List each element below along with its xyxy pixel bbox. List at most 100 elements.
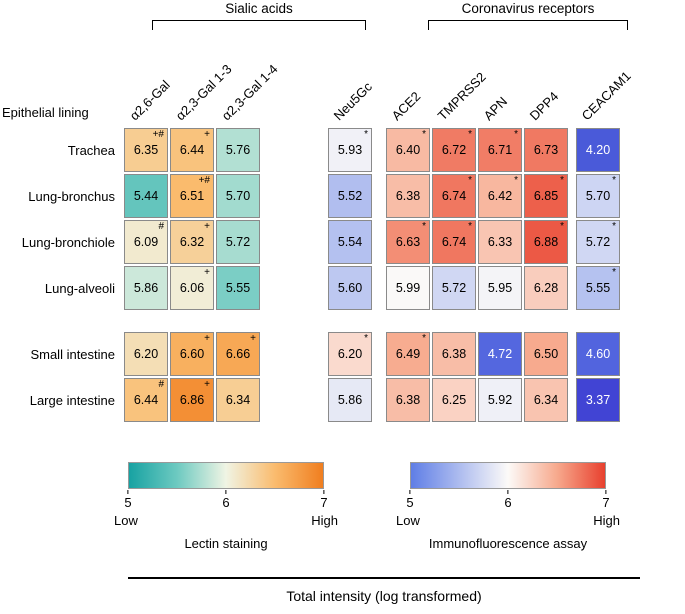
row-label: Lung-bronchus: [28, 188, 115, 204]
heatmap-cell: 5.93 *: [328, 128, 372, 172]
cell-value: 6.09: [133, 235, 159, 249]
cell-value: 6.28: [533, 281, 559, 295]
heatmap-cell: 6.33: [478, 220, 522, 264]
sialic-acids-bracket: [152, 20, 366, 30]
heatmap-cell: 5.72 *: [576, 220, 620, 264]
lectin-colorbar: [128, 462, 324, 489]
heatmap-cell: 6.66 +: [216, 332, 260, 376]
cell-value: 5.60: [337, 281, 363, 295]
cell-value: 4.72: [487, 347, 513, 361]
tick-label: 7: [320, 495, 328, 510]
heatmap-cell: 4.72: [478, 332, 522, 376]
cell-value: 6.86: [179, 393, 205, 407]
lectin-legend-title: Lectin staining: [184, 536, 268, 551]
significance-marker: *: [468, 221, 472, 232]
immunofluorescence-legend: 5 6 7 Low High Immunofluorescence assay: [396, 462, 620, 551]
heatmap-cell: 3.37: [576, 378, 620, 422]
scale-tick: 7: [602, 489, 610, 510]
heatmap-cell: 6.72 *: [432, 128, 476, 172]
cell-value: 5.72: [225, 235, 251, 249]
immunofluorescence-low-high: Low High: [396, 513, 620, 528]
column-label: Neu5Gc: [330, 78, 376, 124]
column-label: ACE2: [388, 88, 424, 124]
high-label: High: [311, 513, 338, 528]
heatmap-cell: 5.72: [432, 266, 476, 310]
cell-value: 6.25: [441, 393, 467, 407]
row-label: Lung-alveoli: [44, 280, 115, 296]
heatmap-cell: 4.20: [576, 128, 620, 172]
cell-value: 6.66: [225, 347, 251, 361]
cell-value: 6.74: [441, 189, 467, 203]
heatmap-cell: 6.38: [432, 332, 476, 376]
significance-marker: *: [560, 175, 564, 186]
cell-value: 5.76: [225, 143, 251, 157]
tick-label: 5: [124, 495, 132, 510]
significance-marker: *: [612, 175, 616, 186]
low-label: Low: [396, 513, 420, 528]
heatmap-cell: 6.49 *: [386, 332, 430, 376]
significance-marker: *: [514, 175, 518, 186]
cell-value: 5.93: [337, 143, 363, 157]
heatmap-cell: 6.20: [124, 332, 168, 376]
heatmap-cell: 6.42 *: [478, 174, 522, 218]
scale-tick: 5: [124, 489, 132, 510]
cell-value: 6.06: [179, 281, 205, 295]
cell-value: 5.55: [225, 281, 251, 295]
cell-value: 6.60: [179, 347, 205, 361]
heatmap-cell: 5.44: [124, 174, 168, 218]
column-label: APN: [480, 93, 511, 124]
cell-value: 5.72: [441, 281, 467, 295]
cell-value: 5.54: [337, 235, 363, 249]
heatmap-grid: Trachea Lung-bronchus Lung-bronchiole Lung-…: [2, 128, 620, 422]
heatmap-cell: 5.95: [478, 266, 522, 310]
heatmap-cell: 5.52: [328, 174, 372, 218]
heatmap-cell: 5.70 *: [576, 174, 620, 218]
heatmap-cell: 5.86: [328, 378, 372, 422]
heatmap-cell: 5.55 *: [576, 266, 620, 310]
significance-marker: *: [364, 129, 368, 140]
cell-value: 6.49: [395, 347, 421, 361]
cell-value: 5.70: [585, 189, 611, 203]
cell-value: 6.44: [179, 143, 205, 157]
row-header-label: Epithelial lining: [2, 105, 89, 120]
heatmap-cell: 6.34: [216, 378, 260, 422]
cell-value: 5.92: [487, 393, 513, 407]
heatmap-cell: 6.35 +#: [124, 128, 168, 172]
heatmap-cell: 6.85 *: [524, 174, 568, 218]
heatmap-cell: 5.55: [216, 266, 260, 310]
significance-marker: +: [204, 379, 210, 390]
heatmap-cell: 6.60 +: [170, 332, 214, 376]
cell-value: 6.40: [395, 143, 421, 157]
axis-title: Total intensity (log transformed): [286, 588, 482, 604]
tick-label: 6: [222, 495, 230, 510]
column-label: α2,6-Gal: [126, 77, 173, 124]
heatmap-cell: 6.28: [524, 266, 568, 310]
lectin-low-high: Low High: [114, 513, 338, 528]
significance-marker: *: [612, 221, 616, 232]
high-label: High: [593, 513, 620, 528]
immunofluorescence-scale-ticks: 5 6 7: [406, 489, 610, 513]
cell-value: 6.73: [533, 143, 559, 157]
significance-marker: #: [158, 379, 164, 390]
heatmap-cell: 6.44 #: [124, 378, 168, 422]
tick-mark: [605, 490, 607, 494]
cell-value: 6.38: [395, 393, 421, 407]
significance-marker: *: [514, 129, 518, 140]
cell-value: 6.20: [133, 347, 159, 361]
tick-label: 7: [602, 495, 610, 510]
heatmap-cell: 6.09 #: [124, 220, 168, 264]
axis-line: [128, 577, 640, 579]
heatmap-cell: 6.88 *: [524, 220, 568, 264]
cell-value: 6.38: [441, 347, 467, 361]
cell-value: 5.55: [585, 281, 611, 295]
scale-tick: 6: [222, 489, 230, 510]
cell-value: 4.20: [585, 143, 611, 157]
significance-marker: #: [158, 221, 164, 232]
heatmap-cell: 6.40 *: [386, 128, 430, 172]
scale-tick: 5: [406, 489, 414, 510]
cell-value: 6.33: [487, 235, 513, 249]
heatmap-cell: 6.51 +#: [170, 174, 214, 218]
heatmap-cell: 6.25: [432, 378, 476, 422]
row-label: Trachea: [67, 142, 115, 158]
cell-value: 5.70: [225, 189, 251, 203]
